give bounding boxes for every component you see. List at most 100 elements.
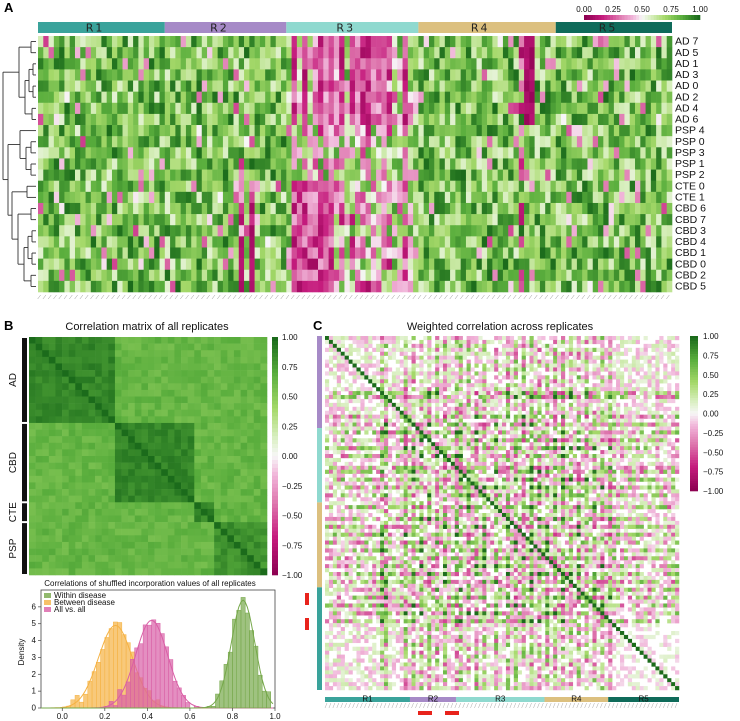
b-cell <box>181 469 188 477</box>
a-cell <box>603 280 609 293</box>
a-cell <box>534 180 541 193</box>
b-cell <box>88 515 96 523</box>
a-cell <box>598 158 604 170</box>
a-cell <box>159 180 166 193</box>
a-cell <box>291 102 298 115</box>
b-cell <box>247 541 255 549</box>
a-cell <box>640 158 646 170</box>
a-cell <box>222 158 229 170</box>
a-cell <box>222 136 229 148</box>
a-cell <box>201 69 208 81</box>
b-cell <box>29 475 36 483</box>
a-cell <box>508 258 514 271</box>
a-cell <box>307 147 314 159</box>
a-cell <box>222 191 229 204</box>
a-cell <box>80 158 86 170</box>
a-cell <box>460 58 467 70</box>
c-cell <box>549 347 554 352</box>
a-cell <box>365 202 372 215</box>
b-cell <box>121 370 129 377</box>
b-colorbar-tick: −0.50 <box>282 512 303 521</box>
c-cell <box>521 343 526 349</box>
a-x-tick <box>190 294 195 300</box>
c-cell <box>470 347 475 352</box>
b-cell <box>48 482 56 490</box>
b-cell <box>29 541 36 549</box>
b-cell <box>227 475 235 483</box>
c-cell <box>568 339 574 345</box>
a-cell <box>159 225 166 237</box>
a-cell <box>508 180 514 193</box>
c-cell <box>494 355 499 360</box>
a-cell <box>180 91 187 104</box>
a-cell <box>154 214 160 226</box>
a-cell <box>365 158 372 170</box>
a-cell <box>170 169 176 181</box>
a-cell <box>74 80 81 92</box>
a-cell <box>666 214 673 226</box>
b-cell <box>214 489 222 496</box>
b-cell <box>260 462 268 470</box>
a-cell <box>613 91 620 104</box>
c-cell <box>537 339 542 345</box>
b-cell <box>148 469 155 477</box>
c-cell <box>364 339 369 345</box>
a-cell <box>423 214 430 226</box>
a-cell <box>656 113 662 126</box>
a-cell <box>376 158 382 170</box>
a-cell <box>624 147 631 159</box>
a-cell <box>196 36 203 48</box>
a-cell <box>629 191 636 204</box>
a-cell <box>608 191 615 204</box>
a-cell <box>561 158 567 170</box>
b-cell <box>253 449 261 457</box>
a-cell <box>80 36 86 48</box>
b-cell <box>42 541 50 549</box>
a-cell <box>566 102 572 115</box>
c-cell <box>380 339 385 345</box>
a-cell <box>323 147 329 159</box>
b-cell <box>95 429 103 437</box>
c-cell <box>580 355 585 360</box>
b-cell <box>227 436 235 444</box>
b-cell <box>48 456 56 463</box>
b-cell <box>88 343 96 351</box>
b-cell <box>167 449 175 457</box>
a-cell <box>376 247 382 259</box>
b-cell <box>121 535 129 543</box>
a-cell <box>402 47 409 59</box>
c-cell <box>549 359 554 364</box>
a-cell <box>571 136 578 148</box>
a-cell <box>534 225 541 237</box>
a-cell <box>645 158 652 170</box>
a-cell <box>402 69 409 81</box>
a-cell <box>164 225 171 237</box>
b-cell <box>227 442 235 450</box>
a-cell <box>339 280 345 293</box>
a-cell <box>645 225 652 237</box>
a-cell <box>407 36 414 48</box>
b-cell <box>174 535 182 543</box>
a-cell <box>307 47 314 59</box>
b-cell <box>42 548 50 556</box>
c-cell <box>525 351 530 356</box>
c-cell <box>399 359 404 364</box>
a-cell <box>513 258 520 271</box>
a-cell <box>302 225 308 237</box>
b-cell <box>95 508 103 516</box>
a-cell <box>534 36 541 48</box>
b-cell <box>220 548 228 556</box>
c-cell <box>450 359 456 364</box>
a-cell <box>561 169 567 181</box>
b-cell <box>194 363 202 371</box>
a-cell <box>48 113 55 126</box>
a-cell <box>555 113 562 126</box>
a-cell <box>228 180 234 193</box>
a-cell <box>650 47 657 59</box>
b-cell <box>200 422 208 430</box>
c-cell <box>325 347 330 352</box>
c-cell <box>580 339 585 345</box>
b-cell <box>220 555 228 563</box>
b-cell <box>68 555 76 563</box>
a-cell <box>460 225 467 237</box>
